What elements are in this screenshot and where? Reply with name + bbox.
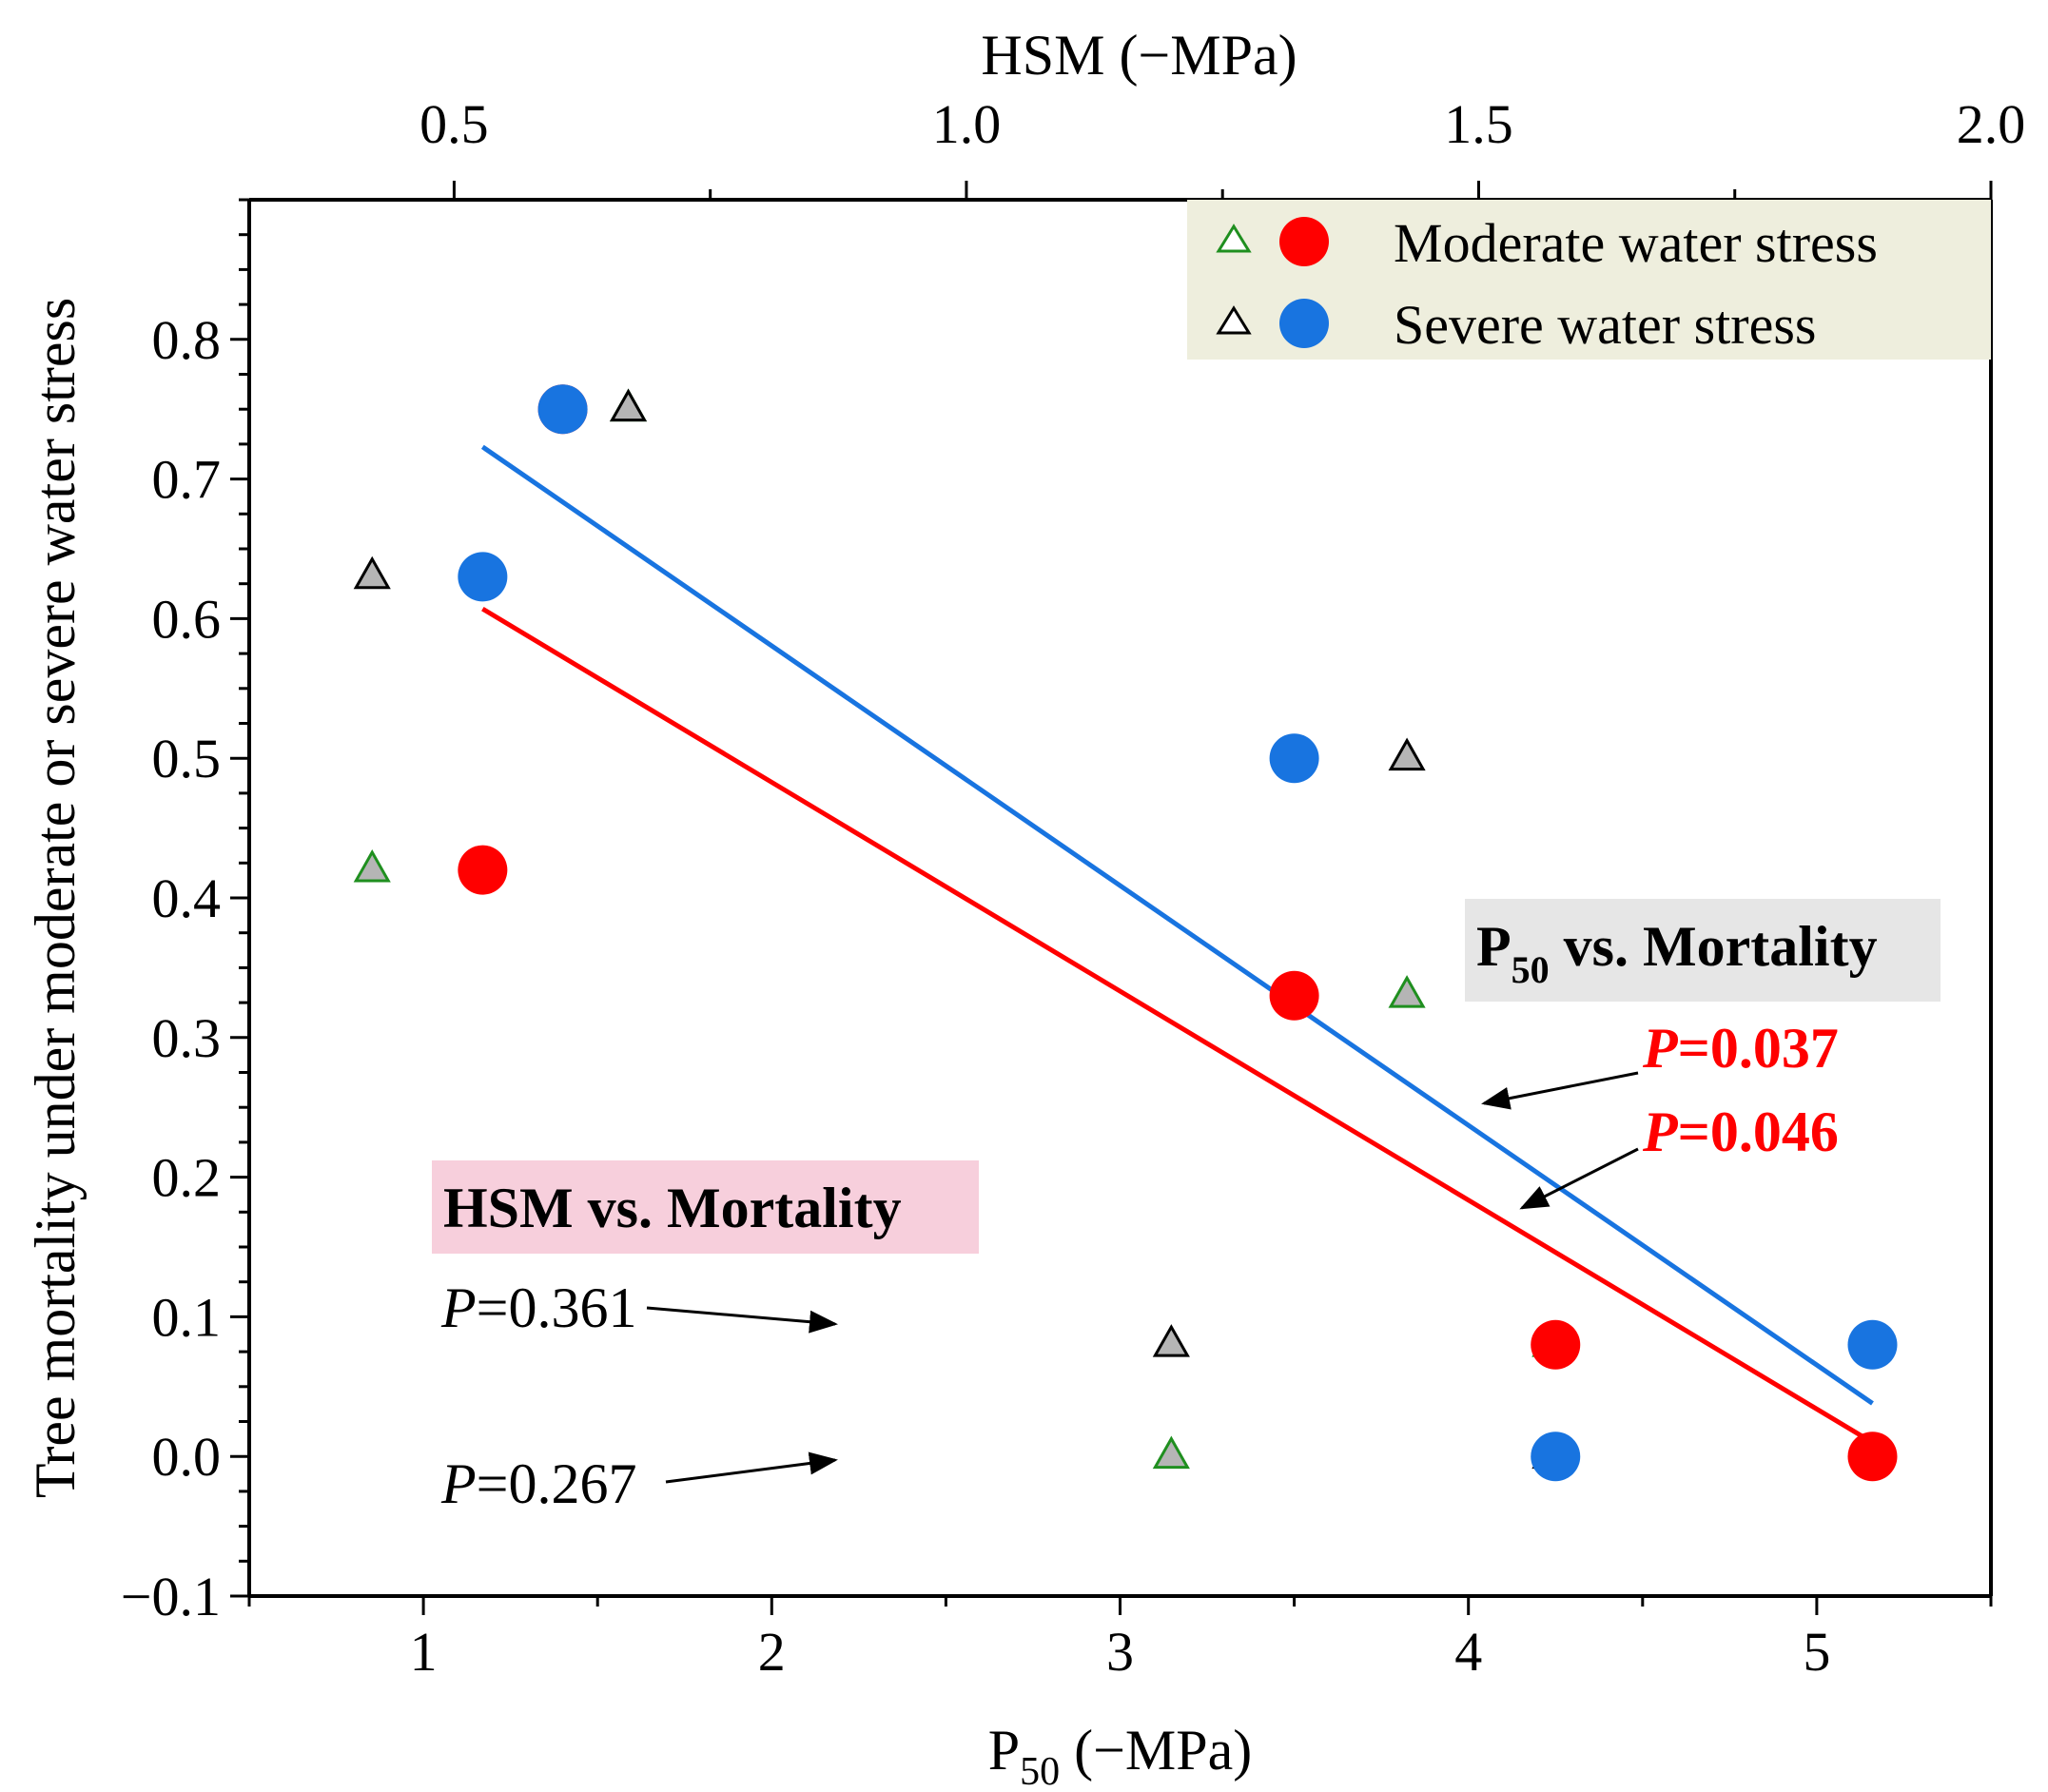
fit-lines (480, 444, 1874, 1445)
arrow-to-moderate-fit (1519, 1147, 1639, 1210)
circle-point (458, 552, 508, 602)
arrow-to-hsm-moderate-point (665, 1451, 838, 1484)
data-points (353, 384, 1898, 1482)
legend-circle-moderate (1279, 217, 1329, 266)
circle-point (1847, 1432, 1898, 1482)
fit-line-moderate (481, 606, 1874, 1445)
circle-point (1531, 1432, 1581, 1482)
arrow-to-hsm-severe-point (646, 1306, 838, 1334)
y-tick-label: 0.7 (152, 449, 222, 511)
p50-vs-mortality-box (1465, 899, 1941, 1002)
circle-point (1847, 1319, 1898, 1370)
triangle-point (1152, 1324, 1190, 1357)
y-tick-label: 0.5 (152, 728, 222, 789)
x-tick-label: 3 (1106, 1621, 1134, 1683)
triangle-point (353, 848, 391, 883)
p-value-hsm-severe: P=0.361 (440, 1276, 637, 1339)
circle-point (458, 845, 508, 895)
p-value-severe-fit: P=0.037 (1642, 1017, 1839, 1080)
legend-label-severe: Severe water stress (1394, 294, 1817, 356)
fit-line-severe (480, 444, 1874, 1406)
triangle-point (1388, 737, 1426, 771)
circle-point (1269, 970, 1319, 1021)
annotations: Moderate water stress Severe water stres… (432, 200, 1991, 1515)
y-axis-title: Tree mortality under moderate or severe … (24, 298, 87, 1498)
x-tick-label: 5 (1803, 1621, 1830, 1683)
top-axis-title: HSM (−MPa) (981, 24, 1297, 87)
x-tick-label: 4 (1454, 1621, 1482, 1683)
triangle-point (609, 388, 648, 422)
hsm-vs-mortality-box (432, 1160, 979, 1254)
triangle-point (1152, 1435, 1190, 1470)
circle-point (1269, 733, 1319, 784)
y-tick-label: 0.4 (152, 867, 222, 929)
arrow-to-severe-fit (1481, 1071, 1639, 1110)
top-tick-label: 1.0 (932, 93, 1002, 155)
y-tick-label: 0.6 (152, 588, 222, 650)
x-tick-label: 1 (410, 1621, 438, 1683)
hsm-vs-mortality-label: HSM vs. Mortality (443, 1177, 902, 1239)
y-tick-label: 0.3 (152, 1007, 222, 1069)
x-axis-title: P50 (−MPa) (988, 1719, 1253, 1792)
axes: 1 2 3 4 5 0.5 1.0 1.5 2.0 −0.1 0.0 0.1 0.2 0.3 0.4 0.5 0… (24, 24, 2025, 1792)
y-tick-label: 0.2 (152, 1147, 222, 1209)
p50-vs-mortality-label: P50 vs. Mortality (1476, 915, 1878, 991)
y-tick-label: 0.8 (152, 309, 222, 371)
y-tick-label: −0.1 (121, 1566, 221, 1627)
legend-triangle-moderate (1216, 224, 1252, 253)
triangle-point (1388, 975, 1426, 1008)
y-tick-label: 0.1 (152, 1286, 222, 1348)
p-value-moderate-fit: P=0.046 (1642, 1101, 1839, 1163)
top-tick-label: 2.0 (1957, 93, 2026, 155)
legend-circle-severe (1279, 299, 1329, 348)
circle-point (1531, 1319, 1581, 1370)
top-tick-label: 1.5 (1444, 93, 1513, 155)
circle-point (537, 384, 588, 435)
triangle-point (353, 555, 391, 590)
legend-triangle-severe (1216, 305, 1252, 335)
top-tick-label: 0.5 (419, 93, 489, 155)
y-tick-label: 0.0 (152, 1426, 222, 1488)
p-value-hsm-moderate: P=0.267 (440, 1452, 637, 1515)
x-tick-label: 2 (758, 1621, 786, 1683)
legend-label-moderate: Moderate water stress (1394, 212, 1878, 274)
